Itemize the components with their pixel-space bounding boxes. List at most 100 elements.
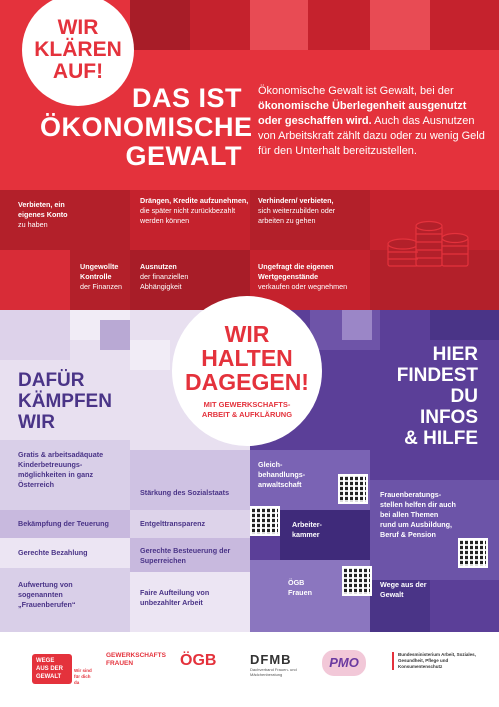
intro-part: Auch das Ausnutzen von Arbeitskraft zähl… bbox=[258, 115, 485, 157]
tile bbox=[280, 510, 370, 560]
dafuer-kaempfen-title: DAFÜR KÄMPFEN WIR bbox=[18, 370, 112, 433]
badge-line: DAGEGEN! bbox=[185, 369, 309, 395]
infos-hilfe-title: HIER FINDEST DU INFOS & HILFE bbox=[370, 344, 478, 449]
lower-section: DAFÜR KÄMPFEN WIR HIER FINDEST DU INFOS … bbox=[0, 310, 499, 632]
tile bbox=[70, 250, 130, 310]
help-item: ÖGB Frauen bbox=[288, 578, 312, 597]
logo-sub: Wir sind für dich da bbox=[74, 668, 92, 685]
title-line: HIER bbox=[432, 344, 478, 365]
footer-logos: WEGE AUS DER GEWALT Wir sind für dich da… bbox=[0, 632, 499, 707]
example-bold: Drängen, Kredite aufzunehmen, bbox=[140, 196, 249, 205]
example-rest: zu haben bbox=[18, 220, 48, 229]
wir-klaeren-auf-badge: WIR KLÄREN AUF! bbox=[22, 0, 134, 106]
example-item: Ausnutzen der finanziellen Abhängigkeit bbox=[140, 262, 230, 292]
tile bbox=[130, 340, 170, 370]
help-item: Arbeiter-kammer bbox=[292, 520, 322, 539]
example-item: Verbieten, ein eigenes Konto zu haben bbox=[18, 200, 78, 230]
tile bbox=[0, 568, 130, 632]
demand-item: Gerechte Bezahlung bbox=[18, 548, 88, 557]
tile bbox=[130, 190, 250, 250]
title-line: & HILFE bbox=[404, 428, 478, 449]
title-line: FINDEST bbox=[396, 365, 478, 386]
intro-part: Ökonomische Gewalt ist Gewalt, bei der bbox=[258, 85, 454, 97]
tile bbox=[0, 310, 70, 360]
tile bbox=[0, 440, 130, 510]
example-bold: Ungefragt die eigenen Wertgegenstände bbox=[258, 262, 334, 281]
example-bold: Verbieten, ein eigenes Konto bbox=[18, 200, 68, 219]
tile bbox=[342, 310, 372, 340]
coin-stack-icon bbox=[387, 220, 469, 267]
demand-item: Gerechte Besteuerung der Superreichen bbox=[140, 546, 231, 565]
help-item: Frauenberatungs-stellen helfen dir auch … bbox=[380, 490, 456, 539]
logo-dfmb[interactable]: DFMB Dachverband Frauen- und Mädchenbera… bbox=[250, 652, 308, 677]
demand-item: Aufwertung von sogenannten „Frauenberufe… bbox=[18, 580, 76, 609]
title-line: GEWALT bbox=[125, 141, 242, 171]
logo-gewerkschaftsfrauen[interactable]: GEWERKSCHAFTS FRAUEN bbox=[106, 652, 166, 667]
badge-subtitle: MIT GEWERKSCHAFTS- ARBEIT & AUFKLÄRUNG bbox=[201, 400, 293, 419]
qr-code-icon[interactable] bbox=[250, 506, 280, 536]
logo-pmo[interactable]: PMO bbox=[322, 650, 366, 676]
example-item: Verhindern/ verbieten, sich weiterzubild… bbox=[258, 196, 348, 226]
tile bbox=[130, 572, 250, 632]
tile bbox=[0, 510, 130, 538]
help-item: Gleich-behandlungs-anwaltschaft bbox=[258, 460, 306, 489]
demand-item: Stärkung des Sozialstaats bbox=[140, 488, 230, 497]
example-rest: sich weiterzubilden oder arbeiten zu geh… bbox=[258, 206, 336, 225]
tile bbox=[308, 0, 370, 50]
tile bbox=[100, 320, 130, 350]
top-section: WIR KLÄREN AUF! DAS IST ÖKONOMISCHE GEWA… bbox=[0, 0, 499, 310]
example-bold: Verhindern/ verbieten, bbox=[258, 196, 334, 205]
title-line: DAS IST bbox=[131, 83, 242, 113]
logo-bundesministerium[interactable]: Bundesministerium Arbeit, Soziales, Gesu… bbox=[392, 652, 482, 670]
demand-item: Gratis & arbeitsadäquate Kinderbetreuung… bbox=[18, 450, 104, 489]
title-line: WIR bbox=[18, 412, 55, 433]
title-line: DAFÜR bbox=[18, 370, 85, 391]
example-item: Drängen, Kredite aufzunehmen, die später… bbox=[140, 196, 250, 226]
tile bbox=[250, 190, 370, 250]
qr-code-icon[interactable] bbox=[458, 538, 488, 568]
badge-line: WIR bbox=[224, 321, 270, 347]
logo-oegb[interactable]: ÖGB bbox=[180, 652, 217, 669]
logo-label: DFMB bbox=[250, 652, 292, 667]
intro-text: Ökonomische Gewalt ist Gewalt, bei der ö… bbox=[258, 84, 488, 159]
badge-line: WIR bbox=[57, 16, 99, 39]
example-rest: der Finanzen bbox=[80, 282, 122, 291]
example-item: Ungefragt die eigenen Wertgegenstände ve… bbox=[258, 262, 368, 292]
wir-halten-dagegen-badge: WIR HALTEN DAGEGEN! MIT GEWERKSCHAFTS- A… bbox=[172, 296, 322, 446]
tile bbox=[0, 190, 130, 250]
badge-line: AUF! bbox=[52, 60, 104, 83]
tile bbox=[250, 0, 308, 50]
badge-line: KLÄREN bbox=[34, 38, 122, 61]
help-item: Wege aus der Gewalt bbox=[380, 580, 427, 599]
logo-label: WEGE AUS DER GEWALT bbox=[32, 654, 72, 684]
demand-item: Faire Aufteilung von unbezahlter Arbeit bbox=[140, 588, 210, 607]
tile bbox=[430, 310, 499, 340]
logo-sub: Bundesministerium Arbeit, Soziales, Gesu… bbox=[392, 652, 482, 670]
tile bbox=[370, 0, 430, 50]
badge-line: HALTEN bbox=[201, 345, 293, 371]
tile bbox=[130, 450, 250, 510]
example-bold: Ungewollte Kontrolle bbox=[80, 262, 119, 281]
qr-code-icon[interactable] bbox=[342, 566, 372, 596]
tile bbox=[190, 0, 250, 50]
example-rest: der finanziellen Abhängigkeit bbox=[140, 272, 189, 291]
intro-bold: ökonomische Überlegenheit ausgenutzt ode… bbox=[258, 100, 467, 127]
tile bbox=[430, 580, 499, 632]
title-line: DU bbox=[450, 386, 478, 407]
example-bold: Ausnutzen bbox=[140, 262, 177, 271]
logo-wege-aus-der-gewalt[interactable]: WEGE AUS DER GEWALT Wir sind für dich da bbox=[32, 654, 92, 686]
tile bbox=[130, 510, 250, 538]
title-line: KÄMPFEN bbox=[18, 391, 112, 412]
tile bbox=[130, 538, 250, 572]
logo-sub: Dachverband Frauen- und Mädchenberatung bbox=[250, 667, 297, 677]
tile bbox=[0, 538, 130, 568]
example-item: Ungewollte Kontrolle der Finanzen bbox=[80, 262, 130, 292]
title-line: ÖKONOMISCHE bbox=[40, 112, 253, 142]
tile bbox=[130, 0, 190, 50]
example-rest: verkaufen oder wegnehmen bbox=[258, 282, 348, 291]
page-title: DAS IST ÖKONOMISCHE GEWALT bbox=[40, 83, 253, 171]
tile bbox=[430, 0, 499, 50]
title-line: INFOS bbox=[419, 407, 478, 428]
qr-code-icon[interactable] bbox=[338, 474, 368, 504]
tile bbox=[0, 250, 70, 310]
